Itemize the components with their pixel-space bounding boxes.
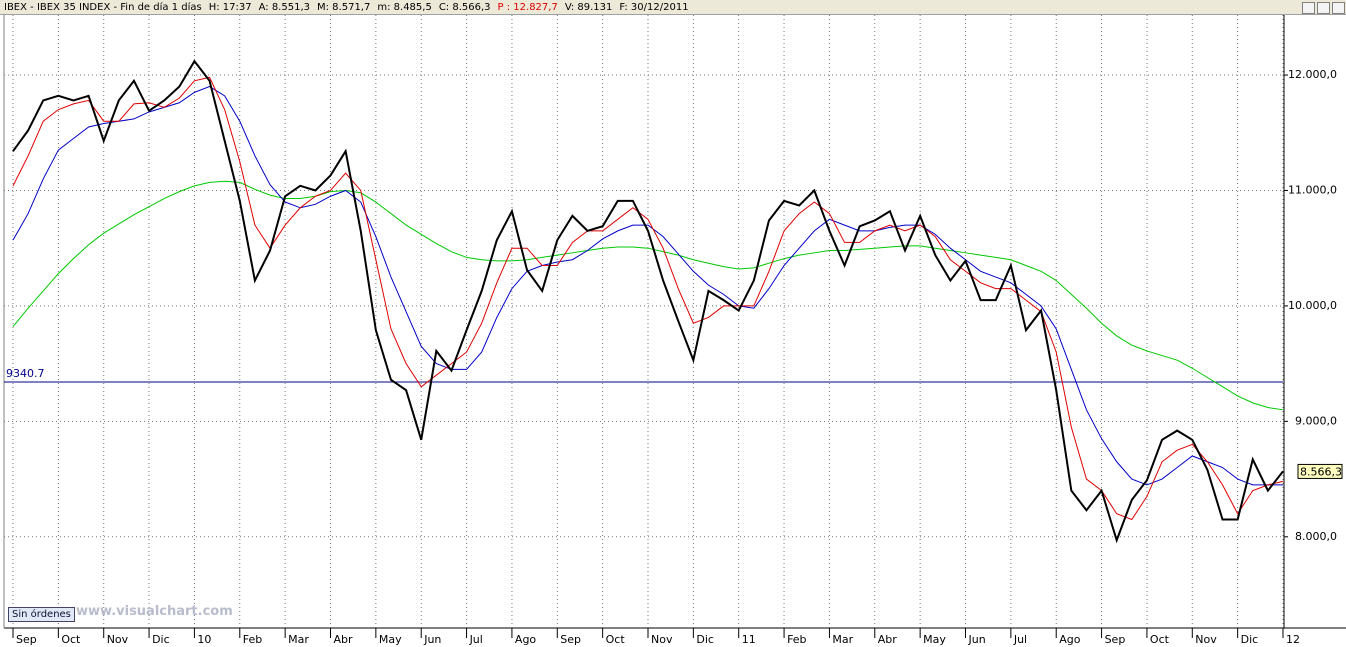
header-bar: IBEX - IBEX 35 INDEX - Fin de día 1 días…	[0, 0, 1346, 15]
last-value-box	[1297, 463, 1343, 479]
x-tick-label: Oct	[61, 633, 81, 646]
x-tick-label: Sep	[560, 633, 581, 646]
x-tick-label: Jun	[423, 633, 441, 646]
x-tick-label: Sep	[1105, 633, 1126, 646]
x-tick-label: 12	[1286, 633, 1300, 646]
x-tick-label: Abr	[878, 633, 898, 646]
x-tick-label: Mar	[832, 633, 853, 646]
x-tick-label: Dic	[152, 633, 170, 646]
x-tick-label: Ago	[1059, 633, 1081, 646]
y-tick-label: 11.000,0	[1288, 183, 1337, 196]
header-field: IBEX - IBEX 35 INDEX - Fin de día 1 días	[4, 2, 202, 13]
series-line	[12, 59, 1284, 544]
x-tick-label: Nov	[107, 633, 129, 646]
y-tick-label: 10.000,0	[1288, 299, 1337, 312]
close-button[interactable]	[1332, 2, 1345, 14]
y-tick-label: 9.000,0	[1295, 414, 1337, 427]
orders-button[interactable]: Sin órdenes	[8, 607, 75, 622]
x-tick-label: Oct	[1150, 633, 1170, 646]
maximize-button[interactable]	[1317, 2, 1330, 14]
header-field: V: 89.131	[564, 2, 613, 13]
x-tick-label: Nov	[1195, 633, 1217, 646]
minimize-button[interactable]	[1302, 2, 1315, 14]
header-field: C: 8.566,3	[438, 2, 491, 13]
header-field: A: 8.551,3	[258, 2, 310, 13]
header-field: m: 8.485,5	[377, 2, 432, 13]
x-tick-label: Dic	[1241, 633, 1259, 646]
x-tick-label: May	[379, 633, 402, 646]
x-tick-label: Jun	[968, 633, 986, 646]
x-tick-label: Nov	[651, 633, 673, 646]
y-tick-label: 12.000,0	[1288, 68, 1337, 81]
series-line	[12, 76, 1284, 521]
x-tick-label: Sep	[16, 633, 37, 646]
last-value-label: 8.566,3	[1300, 465, 1342, 478]
x-tick-label: 11	[742, 633, 756, 646]
x-tick-label: Abr	[334, 633, 354, 646]
x-tick-label: Feb	[243, 633, 262, 646]
x-tick-label: Ago	[515, 633, 537, 646]
watermark: www.visualchart.com	[76, 604, 233, 619]
y-tick-label: 8.000,0	[1295, 530, 1337, 543]
header-field: H: 17:37	[208, 2, 252, 13]
x-tick-label: Jul	[469, 633, 483, 646]
x-tick-label: May	[923, 633, 946, 646]
header-field: P : 12.827,7	[497, 2, 558, 13]
series-line	[12, 180, 1284, 411]
x-tick-label: Oct	[606, 633, 626, 646]
header-field: M: 8.571,7	[317, 2, 371, 13]
header-field: F: 30/12/2011	[619, 2, 689, 13]
reference-label: 9340.7	[6, 367, 45, 380]
x-tick-label: Jul	[1013, 633, 1027, 646]
x-tick-label: Feb	[787, 633, 806, 646]
x-tick-label: 10	[197, 633, 211, 646]
x-tick-label: Mar	[288, 633, 309, 646]
x-tick-label: Dic	[696, 633, 714, 646]
series-line	[12, 86, 1283, 486]
